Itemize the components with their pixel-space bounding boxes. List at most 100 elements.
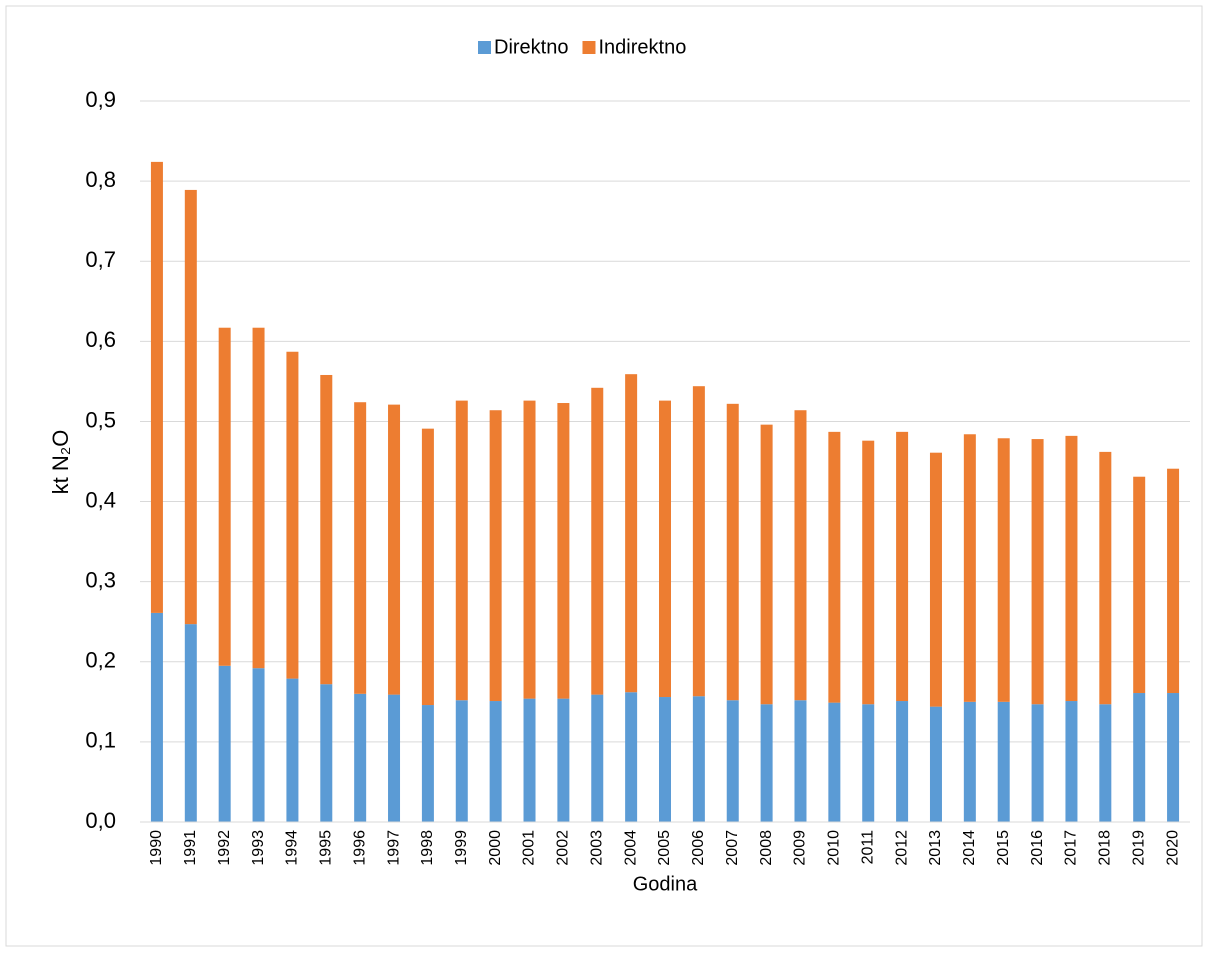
bar-segment [692,386,705,697]
bar-segment [726,403,739,701]
bar-segment [455,400,468,701]
y-tick-label: 0,8 [85,167,116,192]
bar-segment [862,440,875,705]
bar-segment [557,403,570,699]
bar-segment [896,701,909,822]
bar-segment [1167,693,1180,822]
bar-segment [489,701,502,822]
x-tick-label: 2007 [724,830,741,866]
bar-segment [591,387,604,695]
bar-segment [828,702,841,822]
bar-segment [218,665,231,822]
y-tick-label: 0,5 [85,407,116,432]
bar-segment [929,706,942,822]
x-tick-label: 1998 [419,830,436,866]
bar-segment [659,400,671,698]
legend-swatch [478,41,491,54]
bar-segment [794,700,807,822]
x-tick-label: 2000 [487,830,504,866]
bar-segment [286,351,299,679]
bar-segment [523,400,536,699]
x-tick-label: 2006 [690,830,707,866]
bar-segment [828,431,841,703]
x-tick-label: 2004 [622,830,639,866]
y-tick-label: 0,3 [85,567,116,592]
bar-segment [252,327,265,669]
bar-segment [421,705,434,822]
bar-segment [1099,451,1112,705]
bar-segment [320,684,333,822]
x-tick-label: 2012 [893,830,910,866]
y-tick-label: 0,7 [85,247,116,272]
bar-segment [692,696,705,822]
x-tick-label: 1995 [318,830,335,866]
bar-segment [659,697,671,822]
bar-segment [997,438,1010,702]
x-tick-label: 1992 [216,830,233,866]
bar-segment [896,431,909,702]
x-tick-label: 2017 [1063,830,1080,866]
x-tick-label: 2019 [1130,830,1147,866]
bar-segment [1099,704,1112,822]
x-tick-label: 2002 [555,830,572,866]
x-tick-label: 2015 [995,830,1012,866]
x-tick-label: 2008 [758,830,775,866]
x-tick-label: 1997 [385,830,402,866]
bar-segment [929,452,942,707]
bar-segment [625,692,638,822]
x-tick-label: 1991 [182,830,199,866]
bar-segment [150,612,163,822]
x-tick-label: 2018 [1097,830,1114,866]
y-tick-label: 0,4 [85,487,116,512]
bar-segment [1133,693,1146,822]
bar-segment [997,701,1010,822]
bar-segment [354,693,367,822]
x-tick-label: 2014 [961,830,978,866]
bar-segment [794,410,807,701]
bar-segment [591,694,604,822]
y-tick-label: 0,6 [85,327,116,352]
x-axis-title: Godina [633,873,698,895]
bar-segment [184,624,197,822]
x-tick-label: 2020 [1164,830,1181,866]
legend-swatch [582,41,596,54]
bar-segment [150,161,163,613]
x-tick-label: 2010 [826,830,843,866]
bar-segment [726,700,739,822]
bar-segment [218,327,231,666]
legend-label: Indirektno [598,36,686,58]
bar-segment [1031,704,1044,822]
bar-segment [963,434,976,702]
x-tick-label: 2016 [1029,830,1046,866]
bar-segment [760,424,773,705]
bar-segment [523,698,536,822]
bar-segment [184,189,197,625]
bar-segment [455,700,468,822]
y-tick-label: 0,1 [85,728,116,753]
legend-label: Direktno [494,36,568,58]
bar-segment [1133,476,1146,694]
bar-segment [963,701,976,822]
bar-segment [1065,435,1078,702]
bar-segment [252,668,265,822]
bar-segment [557,698,570,822]
bar-segment [421,428,434,706]
bar-segment [489,410,502,702]
x-tick-label: 1999 [453,830,470,866]
x-tick-label: 1994 [284,830,301,866]
bar-segment [862,704,875,822]
bar-segment [320,374,333,685]
x-tick-label: 1993 [250,830,267,866]
bar-segment [1031,439,1044,705]
x-tick-label: 2011 [859,830,876,865]
bar-segment [1167,468,1180,694]
bar-segment [1065,701,1078,822]
x-tick-label: 1990 [148,830,165,866]
y-axis-title: kt N₂O [48,430,73,495]
bar-segment [286,678,299,822]
bar-segment [388,404,401,695]
bar-segment [354,402,367,694]
x-tick-label: 2013 [927,830,944,866]
